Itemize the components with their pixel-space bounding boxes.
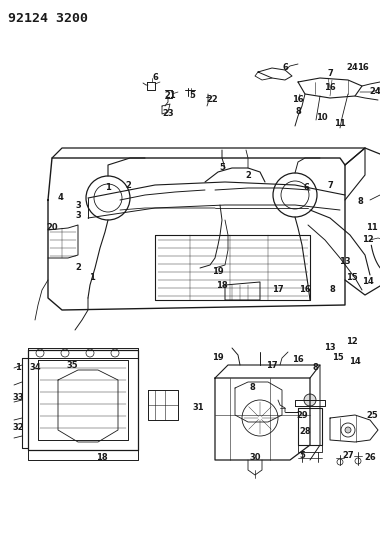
Text: 16: 16 — [299, 286, 311, 295]
Text: 6: 6 — [282, 63, 288, 72]
Text: 16: 16 — [292, 95, 304, 104]
Text: 92124 3200: 92124 3200 — [8, 12, 88, 25]
Text: 2: 2 — [245, 171, 251, 180]
Text: 27: 27 — [342, 450, 354, 459]
Text: 17: 17 — [272, 286, 284, 295]
Text: 18: 18 — [96, 454, 108, 463]
Text: 16: 16 — [292, 356, 304, 365]
Text: 14: 14 — [362, 278, 374, 287]
Text: 5: 5 — [189, 92, 195, 101]
Text: 7: 7 — [327, 181, 333, 190]
Text: 31: 31 — [192, 403, 204, 413]
Text: 34: 34 — [29, 364, 41, 373]
Text: 16: 16 — [357, 63, 369, 72]
Text: 5: 5 — [299, 450, 305, 459]
Circle shape — [345, 427, 351, 433]
Text: 8: 8 — [329, 286, 335, 295]
Text: 24: 24 — [346, 63, 358, 72]
Text: 14: 14 — [349, 358, 361, 367]
Text: 28: 28 — [299, 427, 311, 437]
Text: 2: 2 — [75, 263, 81, 272]
Text: 1: 1 — [15, 364, 21, 373]
Text: 1: 1 — [89, 273, 95, 282]
Text: 9: 9 — [379, 181, 380, 190]
Text: 23: 23 — [162, 109, 174, 118]
Text: 19: 19 — [212, 268, 224, 277]
Text: 24: 24 — [369, 87, 380, 96]
Text: 3: 3 — [75, 211, 81, 220]
Text: 10: 10 — [316, 114, 328, 123]
Text: 2: 2 — [125, 181, 131, 190]
Text: 1: 1 — [105, 183, 111, 192]
Text: 12: 12 — [362, 236, 374, 245]
Text: 13: 13 — [339, 257, 351, 266]
Text: 11: 11 — [334, 119, 346, 128]
Text: 32: 32 — [12, 424, 24, 432]
Text: 6: 6 — [152, 74, 158, 83]
Text: 21: 21 — [164, 92, 176, 101]
Text: 19: 19 — [212, 353, 224, 362]
Text: 15: 15 — [332, 353, 344, 362]
Text: 22: 22 — [206, 95, 218, 104]
Text: 7: 7 — [327, 69, 333, 78]
Text: 5: 5 — [219, 164, 225, 173]
Text: 33: 33 — [12, 393, 24, 402]
Text: 8: 8 — [357, 198, 363, 206]
Text: 8: 8 — [249, 384, 255, 392]
Text: 15: 15 — [346, 273, 358, 282]
Text: 29: 29 — [296, 410, 308, 419]
Text: 20: 20 — [46, 223, 58, 232]
Text: 12: 12 — [346, 337, 358, 346]
Text: 3: 3 — [75, 200, 81, 209]
Text: 18: 18 — [216, 280, 228, 289]
Text: 30: 30 — [249, 454, 261, 463]
Text: 16: 16 — [324, 84, 336, 93]
Text: 26: 26 — [364, 454, 376, 463]
Text: 8: 8 — [295, 108, 301, 117]
Text: 25: 25 — [366, 410, 378, 419]
Text: 8: 8 — [312, 364, 318, 373]
Text: 17: 17 — [266, 360, 278, 369]
Circle shape — [304, 394, 316, 406]
Text: 13: 13 — [324, 343, 336, 352]
Text: 35: 35 — [66, 360, 78, 369]
Text: 4: 4 — [57, 193, 63, 203]
Text: 11: 11 — [366, 223, 378, 232]
Text: 6: 6 — [303, 183, 309, 192]
